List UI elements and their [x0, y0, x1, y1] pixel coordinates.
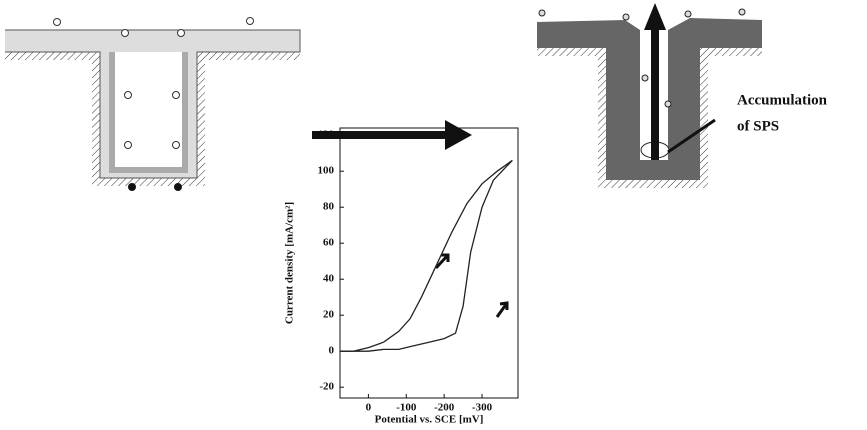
sweep-arrow	[434, 253, 450, 270]
y-tick-label: 100	[318, 165, 335, 177]
annotation: Accumulation	[737, 92, 828, 108]
y-tick-label: 40	[323, 273, 335, 285]
y-tick-label: 120	[318, 129, 335, 141]
sweep-arrow	[495, 301, 509, 318]
plot-frame	[339, 127, 519, 399]
y-tick-label: 60	[323, 237, 335, 249]
x-axis-label: Potential vs. SCE [mV]	[375, 414, 484, 426]
process-arrow	[312, 120, 472, 150]
x-tick-label: -200	[434, 402, 455, 414]
y-tick-label: -20	[319, 381, 334, 393]
curve	[340, 159, 513, 352]
y-tick-label: 80	[323, 201, 335, 213]
curve	[340, 159, 513, 352]
x-tick-label: 0	[366, 402, 372, 414]
y-tick-label: 20	[323, 309, 335, 321]
x-tick-label: -100	[396, 402, 417, 414]
x-tick-label: -300	[472, 402, 493, 414]
right-trench	[537, 3, 762, 188]
y-axis-label: Current density [mA/cm²]	[284, 202, 296, 324]
annotation: of SPS	[737, 118, 779, 134]
y-tick-label: 0	[329, 345, 335, 357]
left-trench	[5, 17, 301, 191]
